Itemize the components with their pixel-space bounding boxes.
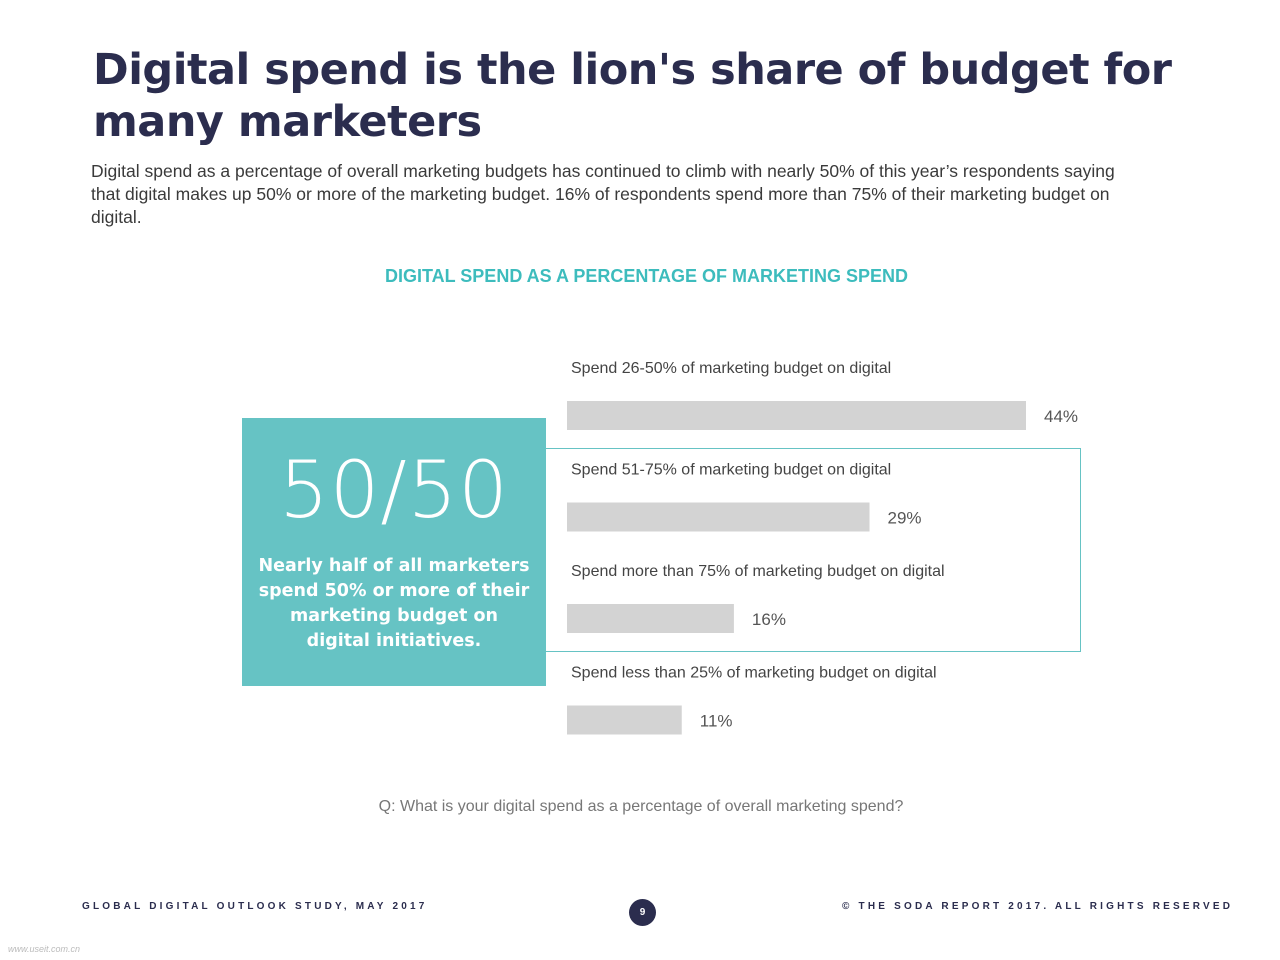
watermark: www.useit.com.cn xyxy=(8,944,81,954)
footer-study-name: GLOBAL DIGITAL OUTLOOK STUDY, MAY 2017 xyxy=(82,901,428,912)
bar-value-label: 11% xyxy=(700,712,733,731)
footer-copyright: © THE SODA REPORT 2017. ALL RIGHTS RESER… xyxy=(842,901,1234,912)
bar-category-label: Spend more than 75% of marketing budget … xyxy=(571,563,945,580)
bar xyxy=(567,604,734,633)
chart-title: DIGITAL SPEND AS A PERCENTAGE OF MARKETI… xyxy=(384,266,909,286)
bar xyxy=(567,705,682,735)
survey-question: Q: What is your digital spend as a perce… xyxy=(378,798,904,815)
bar-value-label: 29% xyxy=(888,509,922,528)
bar xyxy=(567,401,1026,430)
bar-category-label: Spend less than 25% of marketing budget … xyxy=(571,665,937,682)
bar-value-label: 16% xyxy=(752,610,786,629)
page-number-badge: 9 xyxy=(629,899,656,926)
callout-headline: 50/50 xyxy=(279,446,509,536)
bar-value-label: 44% xyxy=(1044,407,1078,426)
page-title: Digital spend is the lion's share of bud… xyxy=(93,45,1172,147)
highlight-frame xyxy=(546,448,1081,652)
bar xyxy=(567,502,870,532)
callout-text: Nearly half of all marketers spend 50% o… xyxy=(258,556,530,651)
callout-box: 50/50 Nearly half of all marketers spend… xyxy=(242,418,546,686)
bar-category-label: Spend 51-75% of marketing budget on digi… xyxy=(571,462,891,479)
intro-paragraph: Digital spend as a percentage of overall… xyxy=(91,161,1115,227)
bar-category-label: Spend 26-50% of marketing budget on digi… xyxy=(571,360,891,377)
